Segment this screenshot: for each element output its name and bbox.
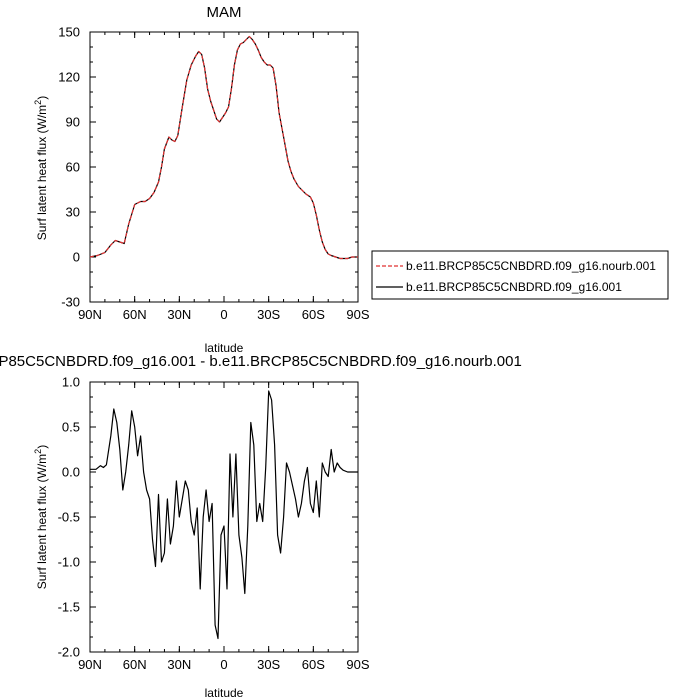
top-y-axis-title: Surf latent heat flux (W/m2): [33, 96, 49, 240]
bottom-y-tick-label: -0.5: [58, 510, 80, 525]
bottom-plot-axes: 90N 60N 30N 0 30S 60S 90S -2.0 -1.5 -1.0 -0.5 0.0 0.…: [58, 375, 370, 673]
top-y-tick-label: 150: [58, 25, 80, 40]
bottom-x-tick-label: 90S: [346, 657, 369, 672]
bottom-y-tick-label: 0.0: [62, 465, 80, 480]
top-y-tick-label: 90: [66, 115, 80, 130]
bottom-x-tick-label: 30N: [167, 657, 191, 672]
bottom-y-axis-title: Surf latent heat flux (W/m2): [33, 445, 49, 589]
bottom-x-tick-label: 90N: [78, 657, 102, 672]
top-series-line-0: [89, 35, 358, 260]
top-series-line-1: [89, 35, 358, 260]
bottom-y-tick-label: 1.0: [62, 375, 80, 390]
legend-box: [371, 250, 669, 300]
bottom-plot-series: [90, 390, 358, 640]
bottom-y-tick-label: 0.5: [62, 420, 80, 435]
bottom-x-tick-label: 60S: [302, 657, 325, 672]
top-plot-axes: 90N 60N 30N 0 30S 60S 90S -30 0 30 60 90 120 150: [58, 25, 370, 323]
bottom-x-axis-title: latitude: [205, 686, 244, 700]
top-x-tick-label: 90S: [346, 307, 369, 322]
bottom-x-tick-label: 60N: [123, 657, 147, 672]
top-y-tick-label: -30: [61, 295, 80, 310]
bottom-series-line-0: [90, 390, 358, 640]
bottom-y-tick-label: -2.0: [58, 645, 80, 660]
top-x-tick-label: 90N: [78, 307, 102, 322]
top-x-tick-label: 0: [220, 307, 227, 322]
top-plot-frame: [89, 31, 359, 303]
top-x-axis-title: latitude: [205, 341, 244, 355]
top-y-tick-label: 0: [73, 250, 80, 265]
top-y-tick-label: 60: [66, 160, 80, 175]
top-x-tick-label: 60N: [123, 307, 147, 322]
legend: b.e11.BRCP85C5CNBDRD.f09_g16.nourb.001 b…: [371, 250, 669, 300]
bottom-y-tick-label: -1.5: [58, 600, 80, 615]
top-plot-title: MAM: [207, 4, 242, 21]
bottom-y-tick-label: -1.0: [58, 555, 80, 570]
legend-label-control: b.e11.BRCP85C5CNBDRD.f09_g16.001: [406, 280, 622, 294]
top-x-tick-label: 60S: [302, 307, 325, 322]
bottom-plot-title: b.e11.BRCP85C5CNBDRD.f09_g16.001 - b.e11…: [0, 353, 522, 370]
top-plot-series: [89, 35, 358, 260]
bottom-x-tick-label: 0: [220, 657, 227, 672]
legend-label-nourb: b.e11.BRCP85C5CNBDRD.f09_g16.nourb.001: [406, 259, 656, 273]
bottom-x-tick-label: 30S: [257, 657, 280, 672]
bottom-plot: b.e11.BRCP85C5CNBDRD.f09_g16.001 - b.e11…: [0, 353, 522, 700]
top-y-tick-label: 30: [66, 205, 80, 220]
top-x-tick-label: 30N: [167, 307, 191, 322]
top-plot: MAM 90N 60N 30N 0 30S 60S 90S-300306090120150 …: [33, 4, 370, 355]
top-y-tick-label: 120: [58, 70, 80, 85]
top-x-tick-label: 30S: [257, 307, 280, 322]
